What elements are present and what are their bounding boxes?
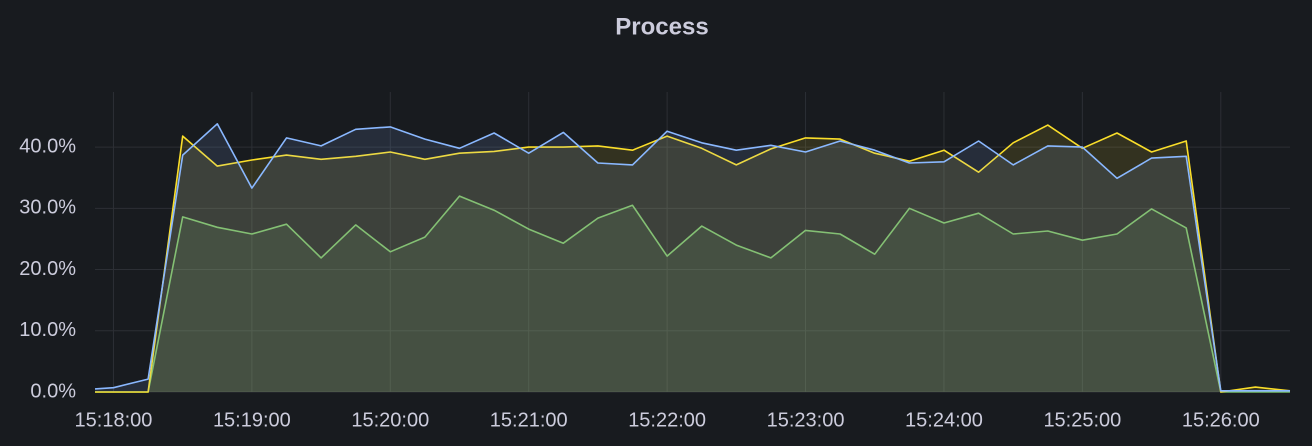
series-area bbox=[95, 123, 1290, 393]
x-tick-label: 15:20:00 bbox=[351, 409, 429, 431]
series-area bbox=[95, 196, 1290, 392]
x-tick-label: 15:21:00 bbox=[490, 409, 568, 431]
x-tick-label: 15:25:00 bbox=[1043, 409, 1121, 431]
series-line bbox=[95, 195, 1290, 393]
x-tick-label: 15:19:00 bbox=[213, 409, 291, 431]
y-tick-label: 30.0% bbox=[19, 197, 76, 219]
x-tick-label: 15:18:00 bbox=[75, 409, 153, 431]
series-line bbox=[94, 123, 1290, 392]
y-tick-label: 0.0% bbox=[30, 380, 76, 402]
y-tick-label: 40.0% bbox=[19, 135, 76, 157]
x-tick-label: 15:24:00 bbox=[905, 409, 983, 431]
series-line bbox=[95, 124, 1291, 393]
x-tick-label: 15:22:00 bbox=[628, 409, 706, 431]
y-tick-label: 10.0% bbox=[19, 319, 76, 341]
x-tick-label: 15:26:00 bbox=[1182, 409, 1260, 431]
series-area bbox=[95, 125, 1290, 392]
x-tick-label: 15:23:00 bbox=[767, 409, 845, 431]
chart-title: Process bbox=[615, 13, 708, 40]
y-tick-label: 20.0% bbox=[19, 258, 76, 280]
